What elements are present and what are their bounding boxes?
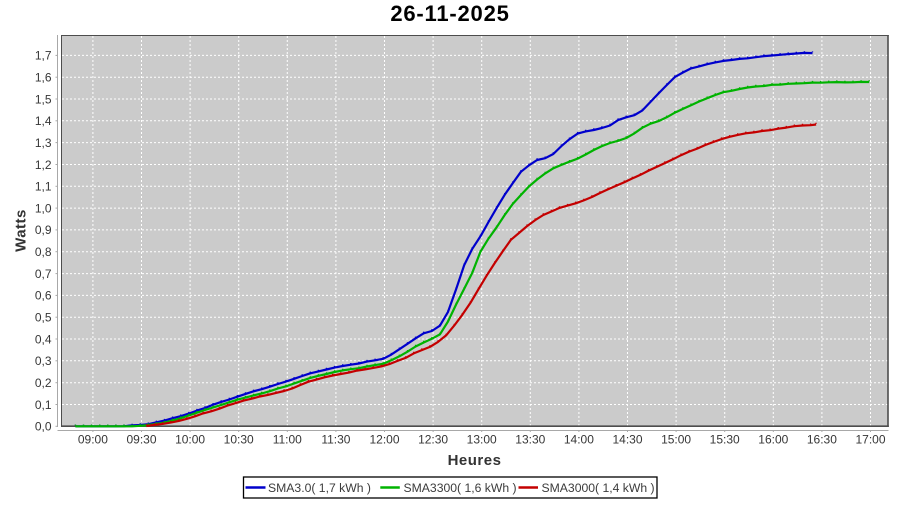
svg-text:12:00: 12:00: [369, 433, 399, 447]
svg-text:15:30: 15:30: [710, 433, 740, 447]
svg-text:09:00: 09:00: [78, 433, 108, 447]
svg-text:1,2: 1,2: [35, 158, 52, 172]
svg-text:13:00: 13:00: [467, 433, 497, 447]
svg-text:SMA3000( 1,4 kWh ): SMA3000( 1,4 kWh ): [542, 481, 655, 495]
svg-text:16:00: 16:00: [758, 433, 788, 447]
svg-text:1,6: 1,6: [35, 71, 52, 85]
svg-text:1,7: 1,7: [35, 49, 52, 63]
svg-text:Watts: Watts: [13, 209, 30, 252]
svg-text:09:30: 09:30: [126, 433, 156, 447]
svg-text:0,6: 0,6: [35, 289, 52, 303]
svg-text:17:00: 17:00: [855, 433, 885, 447]
svg-text:SMA3.0( 1,7 kWh ): SMA3.0( 1,7 kWh ): [268, 481, 371, 495]
svg-text:10:30: 10:30: [224, 433, 254, 447]
svg-text:10:00: 10:00: [175, 433, 205, 447]
svg-text:0,0: 0,0: [35, 420, 52, 434]
svg-text:SMA3300( 1,6 kWh ): SMA3300( 1,6 kWh ): [404, 481, 517, 495]
svg-text:0,7: 0,7: [35, 267, 52, 281]
svg-text:1,4: 1,4: [35, 114, 52, 128]
svg-text:1,3: 1,3: [35, 136, 52, 150]
svg-text:0,9: 0,9: [35, 223, 52, 237]
svg-text:0,2: 0,2: [35, 376, 52, 390]
svg-text:0,8: 0,8: [35, 245, 52, 259]
svg-text:Heures: Heures: [448, 452, 502, 469]
svg-text:16:30: 16:30: [807, 433, 837, 447]
svg-text:26-11-2025: 26-11-2025: [390, 1, 509, 26]
svg-text:1,0: 1,0: [35, 201, 52, 215]
svg-text:14:30: 14:30: [612, 433, 642, 447]
svg-text:1,5: 1,5: [35, 92, 52, 106]
svg-text:0,5: 0,5: [35, 311, 52, 325]
svg-text:11:00: 11:00: [273, 433, 302, 447]
svg-text:0,1: 0,1: [35, 398, 52, 412]
svg-text:14:00: 14:00: [564, 433, 594, 447]
svg-text:11:30: 11:30: [321, 433, 350, 447]
svg-text:1,1: 1,1: [35, 180, 52, 194]
svg-text:12:30: 12:30: [418, 433, 448, 447]
svg-text:0,3: 0,3: [35, 354, 52, 368]
svg-text:15:00: 15:00: [661, 433, 691, 447]
svg-text:13:30: 13:30: [515, 433, 545, 447]
svg-text:0,4: 0,4: [35, 332, 52, 346]
